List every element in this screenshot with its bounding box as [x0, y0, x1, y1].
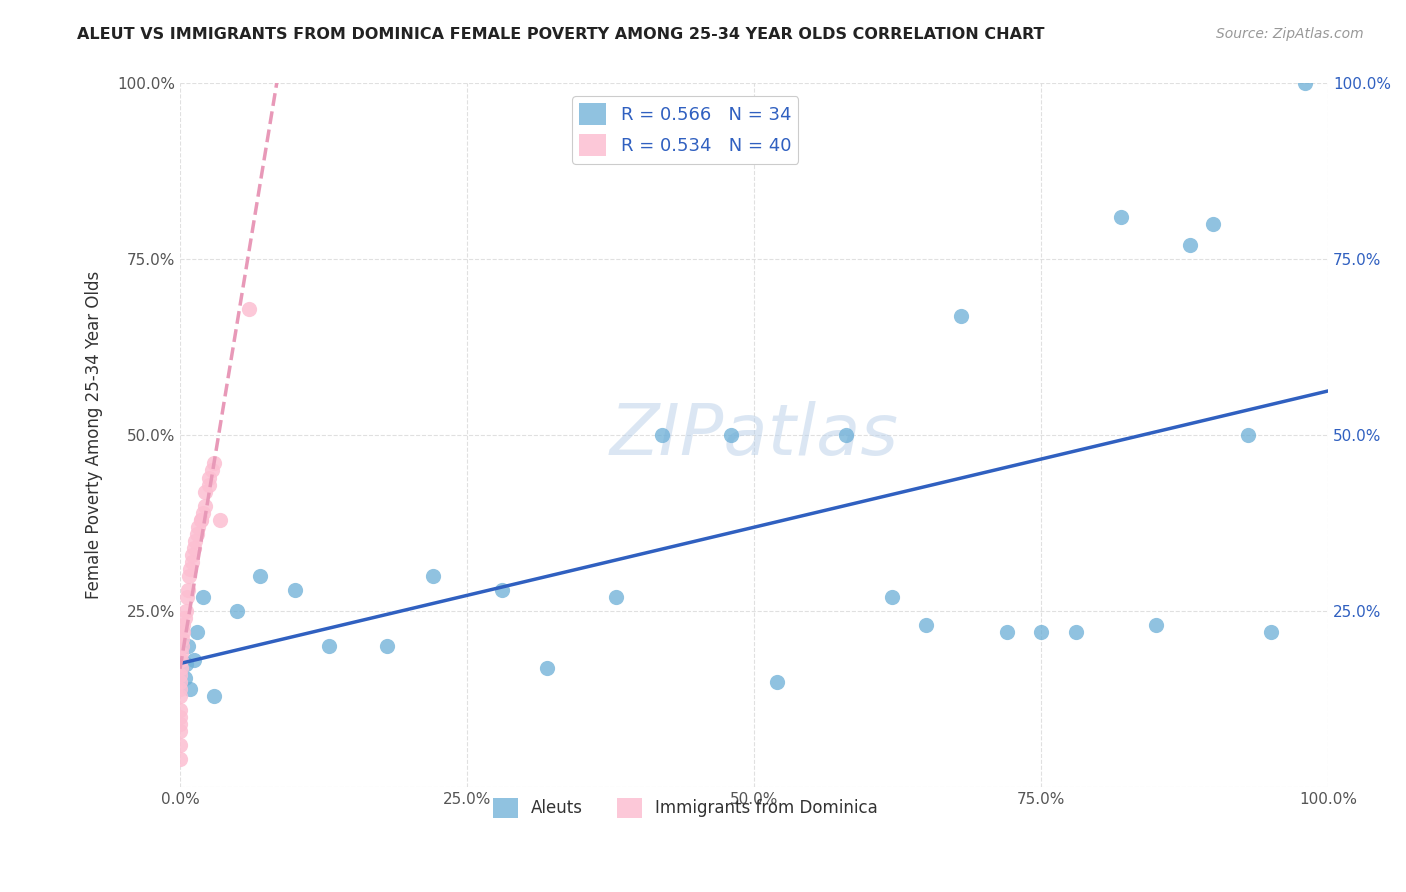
Point: [173, 611, 195, 625]
Point: [186, 625, 208, 640]
Point: [1236, 428, 1258, 442]
Point: [605, 590, 627, 604]
Point: [194, 499, 217, 513]
Point: [169, 703, 191, 717]
Point: [915, 618, 938, 632]
Point: [1294, 77, 1316, 91]
Point: [169, 723, 191, 738]
Point: [176, 590, 198, 604]
Point: [880, 590, 903, 604]
Point: [183, 653, 205, 667]
Point: [183, 541, 205, 555]
Point: [169, 674, 191, 689]
Point: [1180, 238, 1202, 252]
Point: [169, 738, 191, 752]
Point: [180, 548, 202, 562]
Point: [187, 520, 209, 534]
Point: [173, 618, 195, 632]
Point: [1260, 625, 1282, 640]
Point: [201, 463, 224, 477]
Point: [174, 657, 197, 671]
Point: [180, 555, 202, 569]
Point: [170, 647, 193, 661]
Point: [204, 457, 226, 471]
Point: [318, 640, 340, 654]
Point: [1144, 618, 1167, 632]
Point: [720, 428, 742, 442]
Point: [191, 590, 214, 604]
Point: [226, 604, 249, 618]
Point: [170, 653, 193, 667]
Point: [1064, 625, 1087, 640]
Point: [238, 301, 260, 316]
Point: [174, 604, 197, 618]
Point: [190, 513, 212, 527]
Legend: Aleuts, Immigrants from Dominica: Aleuts, Immigrants from Dominica: [486, 791, 884, 824]
Point: [191, 506, 214, 520]
Point: [177, 640, 200, 654]
Point: [169, 667, 191, 681]
Point: [422, 569, 444, 583]
Text: ALEUT VS IMMIGRANTS FROM DOMINICA FEMALE POVERTY AMONG 25-34 YEAR OLDS CORRELATI: ALEUT VS IMMIGRANTS FROM DOMINICA FEMALE…: [77, 27, 1045, 42]
Point: [651, 428, 673, 442]
Point: [995, 625, 1018, 640]
Point: [186, 526, 208, 541]
Text: Source: ZipAtlas.com: Source: ZipAtlas.com: [1216, 27, 1364, 41]
Point: [197, 477, 219, 491]
Point: [249, 569, 271, 583]
Point: [949, 309, 972, 323]
Point: [1111, 210, 1133, 224]
Point: [170, 660, 193, 674]
Y-axis label: Female Poverty Among 25-34 Year Olds: Female Poverty Among 25-34 Year Olds: [86, 271, 103, 599]
Point: [204, 689, 226, 703]
Point: [169, 752, 191, 766]
Point: [172, 632, 194, 647]
Point: [1202, 217, 1225, 231]
Point: [172, 640, 194, 654]
Point: [209, 513, 232, 527]
Point: [284, 583, 307, 598]
Point: [179, 569, 201, 583]
Point: [179, 562, 201, 576]
Point: [197, 470, 219, 484]
Point: [173, 671, 195, 685]
Text: ZIPatlas: ZIPatlas: [610, 401, 898, 470]
Point: [177, 583, 200, 598]
Point: [835, 428, 858, 442]
Point: [169, 689, 191, 703]
Point: [169, 710, 191, 724]
Point: [536, 660, 558, 674]
Point: [1029, 625, 1052, 640]
Point: [190, 513, 212, 527]
Point: [375, 640, 398, 654]
Point: [491, 583, 513, 598]
Point: [173, 625, 195, 640]
Point: [169, 716, 191, 731]
Point: [194, 484, 217, 499]
Point: [766, 674, 789, 689]
Point: [179, 681, 201, 696]
Point: [169, 681, 191, 696]
Point: [184, 533, 207, 548]
